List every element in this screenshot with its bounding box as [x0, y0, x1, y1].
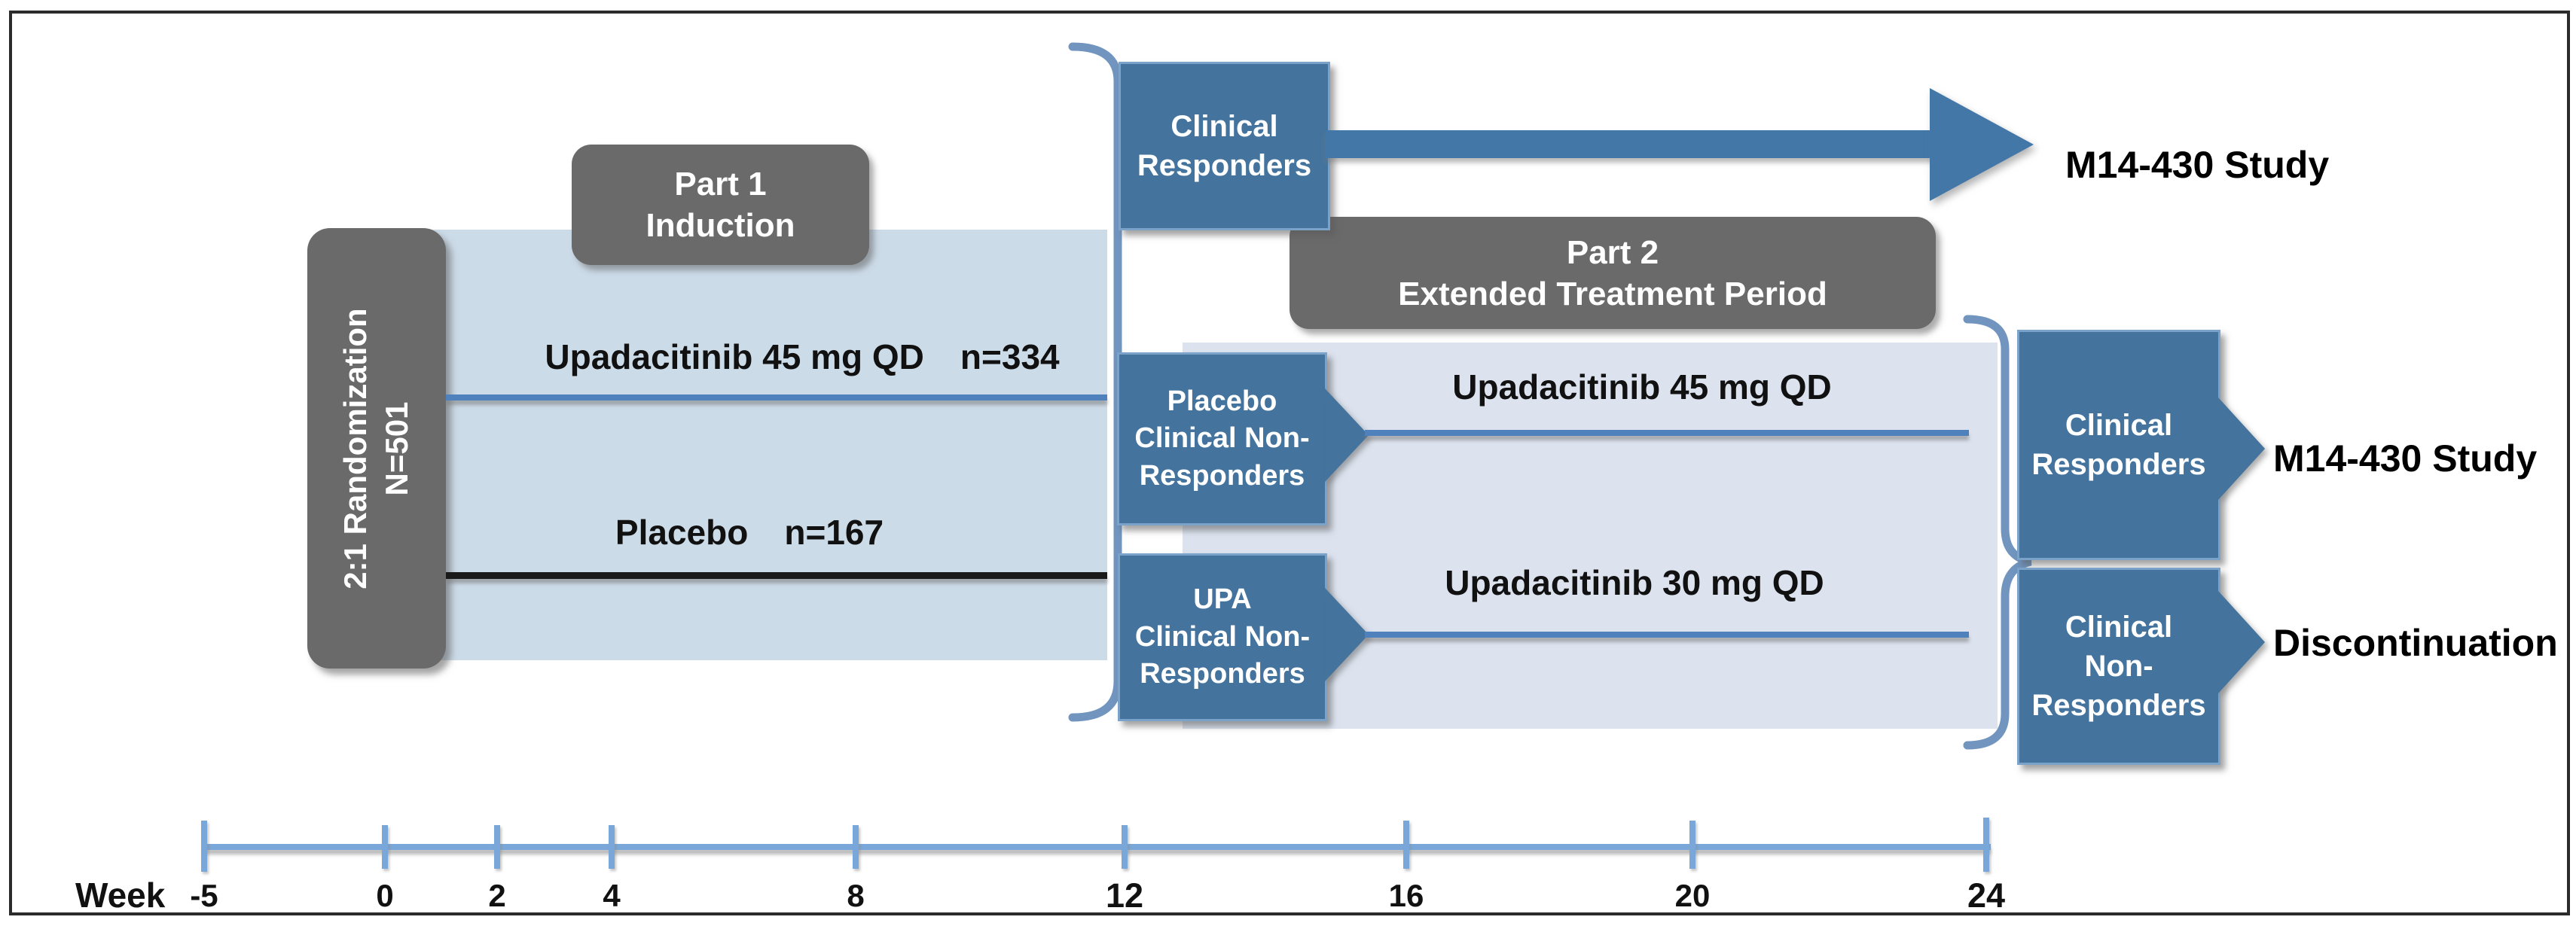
- part2-arm2-line: [1365, 632, 1969, 638]
- week24-nonresponders-line3: Responders: [2031, 689, 2206, 722]
- week24-responders-line1: Clinical: [2065, 409, 2173, 442]
- axis-tick: [1122, 825, 1128, 869]
- part1-title: Part 1: [674, 166, 767, 203]
- axis-tick-label: 0: [376, 878, 394, 913]
- part2-responders-outcome: M14-430 Study: [2273, 437, 2538, 480]
- week12-responders-box: Clinical Responders: [1119, 62, 1330, 230]
- axis-tick: [1689, 821, 1695, 869]
- axis-tick: [1983, 818, 1989, 872]
- axis-tick: [609, 825, 615, 869]
- randomization-box: 2:1 Randomization N=501: [307, 228, 446, 669]
- week12-placebo-nonresponders-box: Placebo Clinical Non- Responders: [1117, 352, 1327, 525]
- part2-subtitle: Extended Treatment Period: [1398, 275, 1827, 312]
- part1-arm2-line: [446, 572, 1107, 579]
- responders-arrow-shaft: [1326, 130, 1937, 158]
- part2-nonresponders-outcome: Discontinuation: [2273, 622, 2558, 664]
- part1-subtitle: Induction: [646, 207, 795, 244]
- week12-placebo-nr-line3: Responders: [1139, 459, 1305, 492]
- part1-arm2-n: n=167: [784, 513, 884, 552]
- week12-responders-line1: Clinical: [1170, 110, 1278, 143]
- part2-title-box: Part 2 Extended Treatment Period: [1290, 217, 1936, 329]
- axis-tick-label: 8: [847, 878, 865, 913]
- week12-placebo-nr-line2: Clinical Non-: [1134, 422, 1310, 455]
- figure-border: [9, 11, 2570, 915]
- week24-responders-line2: Responders: [2031, 448, 2206, 481]
- week12-placebo-nr-line1: Placebo: [1167, 385, 1277, 417]
- upa-nonresponders-arrow: [1325, 588, 1369, 681]
- part1-arm2-drug: Placebo: [615, 513, 749, 552]
- week24-responders-arrow: [2218, 397, 2265, 500]
- week12-upa-nr-line2: Clinical Non-: [1134, 620, 1311, 653]
- placebo-nonresponders-arrow: [1325, 388, 1369, 482]
- part1-responders-outcome: M14-430 Study: [2065, 144, 2330, 186]
- week12-responders-line2: Responders: [1137, 149, 1312, 182]
- axis-tick-label: 4: [603, 878, 621, 913]
- week12-upa-nr-line1: UPA: [1193, 583, 1252, 616]
- axis-tick: [1403, 821, 1409, 869]
- part2-arm1-line: [1365, 430, 1969, 436]
- responders-arrow-head: [1930, 88, 2034, 201]
- week24-nonresponders-line1: Clinical: [2065, 611, 2173, 644]
- part2-title: Part 2: [1566, 233, 1659, 271]
- part2-arm1-label: Upadacitinib 45 mg QD: [1452, 367, 1832, 407]
- part1-arm2-label: Placebo n=167: [615, 512, 884, 553]
- week24-nonresponders-arrow: [2218, 591, 2265, 693]
- axis-tick-label: 24: [1967, 876, 2006, 915]
- part2-arm2-drug: Upadacitinib 30 mg QD: [1445, 563, 1824, 602]
- part1-arm1-drug: Upadacitinib 45 mg QD: [545, 337, 924, 376]
- week24-nonresponders-box: Clinical Non- Responders: [2017, 568, 2220, 765]
- axis-tick: [201, 821, 207, 872]
- axis-tick-label: -5: [190, 878, 218, 913]
- week-axis-line: [204, 844, 1991, 850]
- part1-period-panel: [422, 230, 1107, 660]
- axis-tick-label: 12: [1105, 876, 1144, 915]
- part2-arm2-label: Upadacitinib 30 mg QD: [1445, 562, 1824, 603]
- week24-nonresponders-line2: Non-: [2084, 650, 2153, 683]
- axis-tick: [853, 825, 859, 869]
- week12-upa-nonresponders-box: UPA Clinical Non- Responders: [1118, 553, 1327, 721]
- week24-responders-box: Clinical Responders: [2017, 330, 2220, 560]
- randomization-label: 2:1 Randomization N=501: [307, 228, 446, 669]
- week12-upa-nr-line3: Responders: [1140, 658, 1305, 690]
- axis-tick-label: 2: [488, 878, 506, 913]
- part1-title-box: Part 1 Induction: [572, 145, 869, 265]
- axis-tick: [494, 825, 500, 869]
- axis-tick: [382, 825, 388, 869]
- part1-arm1-n: n=334: [960, 337, 1060, 376]
- axis-tick-label: 16: [1388, 878, 1424, 913]
- randomization-ratio: 2:1 Randomization: [337, 307, 374, 589]
- part1-arm1-label: Upadacitinib 45 mg QD n=334: [545, 337, 1059, 377]
- part1-arm1-line: [446, 394, 1107, 401]
- randomization-n: N=501: [379, 401, 414, 495]
- part2-arm1-drug: Upadacitinib 45 mg QD: [1452, 367, 1832, 407]
- week-axis-title: Week: [75, 876, 166, 915]
- axis-tick-label: 20: [1674, 878, 1711, 913]
